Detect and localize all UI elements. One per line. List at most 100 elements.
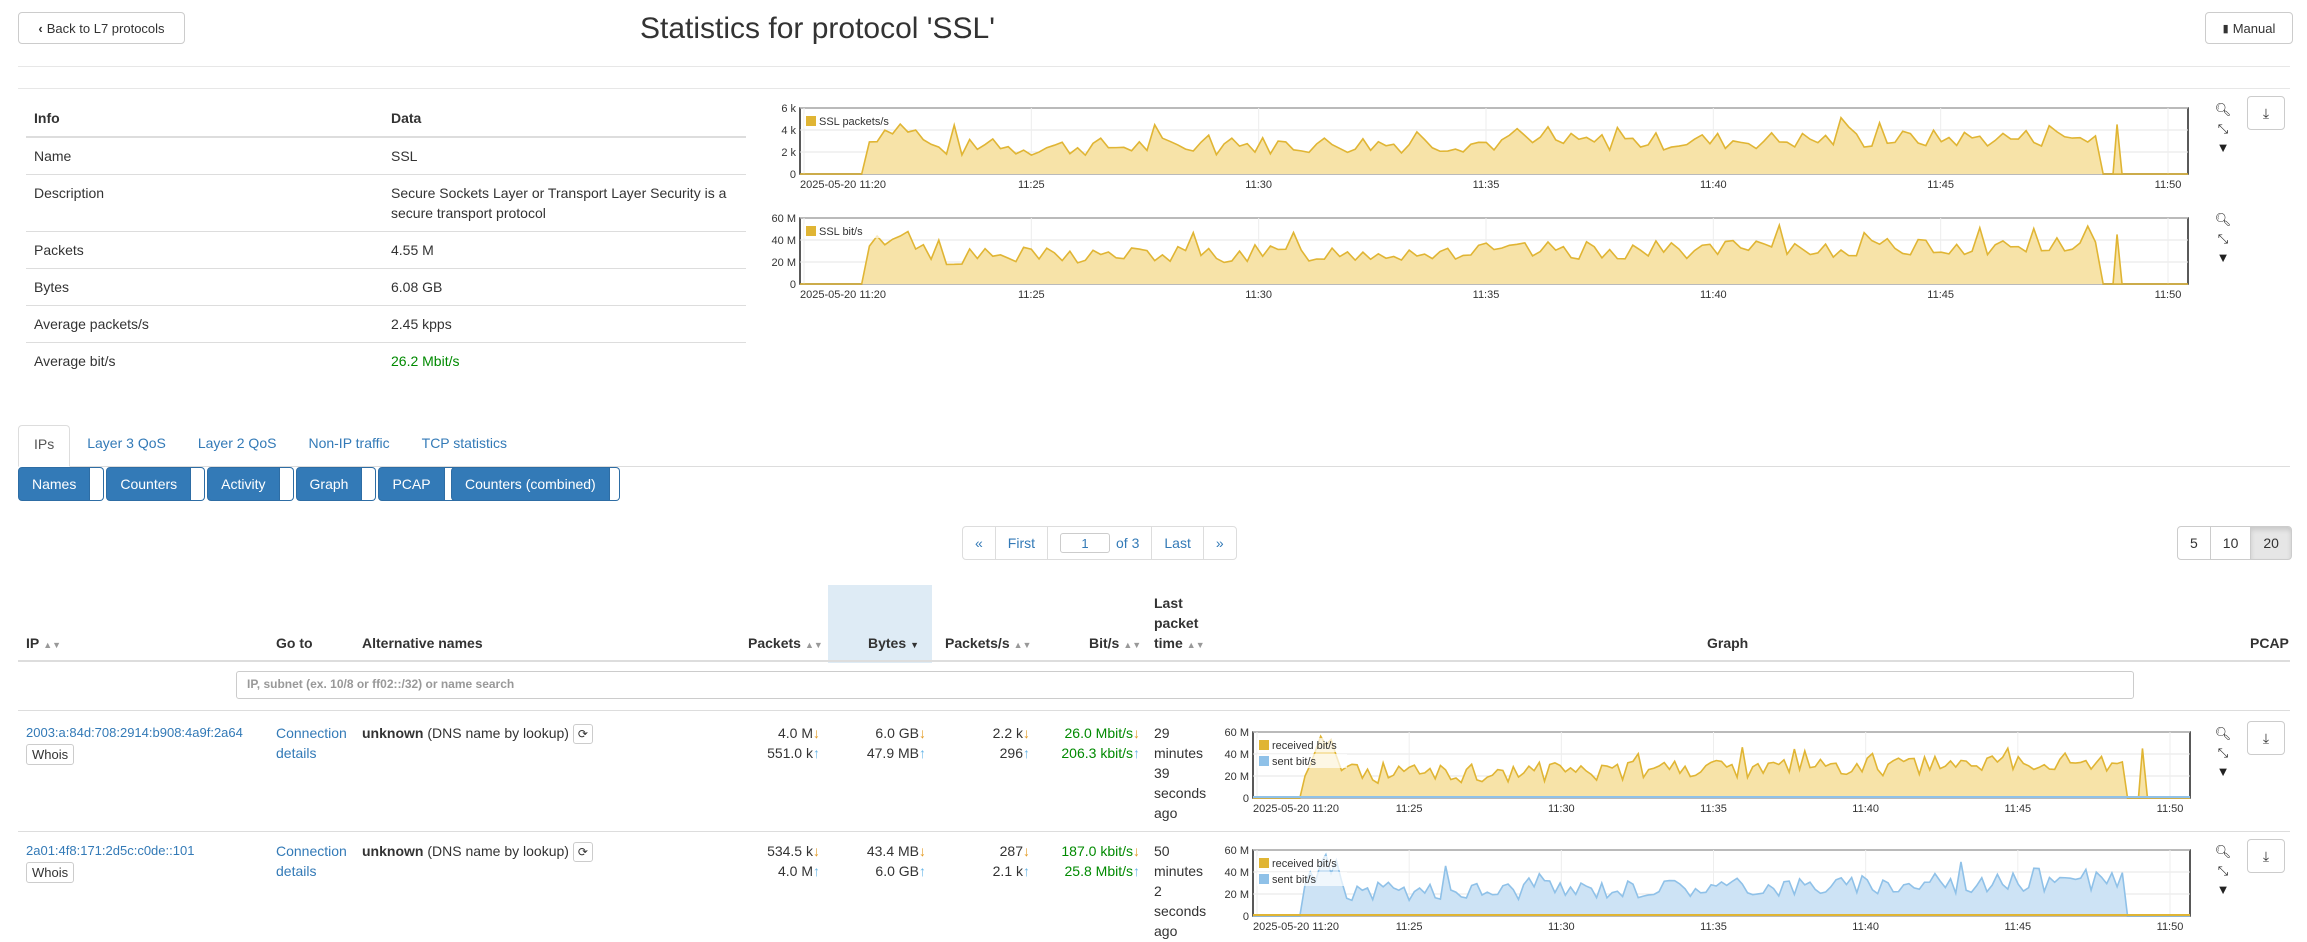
tab-non-ip-traffic[interactable]: Non-IP traffic — [308, 435, 390, 451]
page-size-5[interactable]: 5 — [2177, 526, 2211, 560]
toggle-counters-combined[interactable]: Counters (combined) — [451, 467, 610, 501]
connection-details-link[interactable]: Connection details — [276, 843, 347, 879]
tab-layer3-qos[interactable]: Layer 3 QoS — [87, 435, 166, 451]
caret-down-icon[interactable]: ▼ — [2216, 250, 2230, 265]
toggle-graph[interactable]: Graph — [295, 467, 363, 501]
col-packets-per-sec[interactable]: Packets/s ▲▼ — [945, 635, 1032, 651]
arrow-up-icon: ↑ — [919, 745, 926, 761]
info-header-info: Info — [26, 100, 383, 138]
search-input[interactable]: IP, subnet (ex. 10/8 or ff02::/32) or na… — [236, 671, 2134, 699]
toggle-activity[interactable]: Activity — [207, 467, 280, 501]
host-graph[interactable]: 60 M 40 M 20 M 0 2025-05-20 11:20 11:25 11:30 1… — [1215, 842, 2200, 940]
reset-zoom-icon[interactable]: ⤡ — [2217, 120, 2229, 136]
y-tick-label: 20 M — [772, 257, 796, 269]
pps-value: 2.2 k↓ 296↑ — [992, 725, 1030, 761]
pagination-current: of 3 — [1047, 526, 1153, 560]
manual-button[interactable]: ▮ Manual — [2205, 12, 2293, 44]
x-tick-label: 11:40 — [1852, 803, 1879, 815]
pps-value: 287↓ 2.1 k↑ — [992, 843, 1030, 879]
connection-details-link[interactable]: Connection details — [276, 725, 347, 761]
col-goto: Go to — [276, 635, 313, 651]
x-tick-label: 2025-05-20 11:20 — [1253, 921, 1339, 933]
toggle-counters-check[interactable] — [191, 467, 206, 501]
download-button[interactable]: ⤓ — [2247, 96, 2285, 130]
caret-down-icon[interactable]: ▼ — [2216, 764, 2230, 779]
series-area — [800, 117, 2188, 174]
reset-zoom-icon[interactable]: ⤡ — [2217, 230, 2229, 246]
x-tick-label: 11:35 — [1700, 921, 1727, 933]
info-value: 4.55 M — [383, 231, 746, 269]
zoom-icon[interactable]: 🔍︎ — [2214, 211, 2232, 227]
col-packets[interactable]: Packets ▲▼ — [748, 635, 823, 651]
info-value: Secure Sockets Layer or Transport Layer … — [383, 174, 746, 232]
info-value: 2.45 kpps — [383, 305, 746, 343]
series-line — [1253, 852, 2190, 917]
x-tick-label: 11:25 — [1396, 803, 1423, 815]
zoom-icon[interactable]: 🔍︎ — [2214, 843, 2232, 859]
legend-bg — [804, 114, 894, 128]
tab-ips[interactable]: IPs — [18, 425, 71, 467]
caret-down-icon[interactable]: ▼ — [2216, 882, 2230, 897]
toggle-activity-check[interactable] — [279, 467, 294, 501]
col-bytes[interactable]: Bytes ▼ — [868, 635, 920, 651]
combined-toggle: Counters (combined) — [451, 467, 622, 501]
pagination-last[interactable]: Last — [1151, 526, 1204, 560]
page-size-20[interactable]: 20 — [2250, 526, 2292, 560]
bits-value: 187.0 kbit/s↓ 25.8 Mbit/s↑ — [1061, 843, 1140, 879]
info-header-data: Data — [383, 100, 746, 138]
arrow-up-icon: ↑ — [1023, 745, 1030, 761]
zoom-icon[interactable]: 🔍︎ — [2214, 101, 2232, 117]
download-icon: ⤓ — [2262, 847, 2270, 864]
host-ip-link[interactable]: 2003:a:84d:708:2914:b908:4a9f:2a64 — [26, 725, 243, 740]
back-button[interactable]: ‹ Back to L7 protocols — [18, 12, 185, 44]
legend-label: received bit/s — [1272, 740, 1337, 752]
legend-label: SSL packets/s — [819, 116, 889, 128]
toggle-counters-combined-check[interactable] — [609, 467, 620, 501]
legend-swatch — [1259, 858, 1269, 868]
packets-graph[interactable]: 6 k 4 k 2 k 0 2025-05-20 11:20 11:25 11:30 11:3… — [758, 100, 2198, 198]
refresh-icon[interactable]: ⟳ — [572, 842, 593, 863]
whois-button[interactable]: Whois — [26, 862, 75, 883]
pagination-next[interactable]: » — [1202, 526, 1237, 560]
page-input[interactable] — [1060, 533, 1111, 553]
tab-layer2-qos[interactable]: Layer 2 QoS — [197, 435, 277, 451]
pagination-prev[interactable]: « — [962, 526, 996, 560]
legend-label: sent bit/s — [1272, 874, 1317, 886]
x-tick-label: 11:40 — [1700, 179, 1727, 191]
host-graph[interactable]: 60 M 40 M 20 M 0 2025-05-20 11:20 11:25 11:30 1… — [1215, 724, 2200, 822]
toggle-graph-check[interactable] — [362, 467, 377, 501]
refresh-icon[interactable]: ⟳ — [572, 724, 593, 745]
col-last-packet-time[interactable]: Last packet time ▲▼ — [1154, 595, 1205, 651]
series-area — [1253, 736, 2190, 798]
alt-names: unknown (DNS name by lookup) ⟳ — [362, 723, 593, 745]
y-tick-label: 20 M — [1225, 771, 1249, 783]
host-ip-link[interactable]: 2a01:4f8:171:2d5c:c0de::101 — [26, 843, 195, 858]
reset-zoom-icon[interactable]: ⤡ — [2217, 862, 2229, 878]
arrow-up-icon: ↑ — [813, 863, 820, 879]
toggle-names[interactable]: Names — [18, 467, 91, 501]
legend-bg — [1257, 754, 1347, 768]
reset-zoom-icon[interactable]: ⤡ — [2217, 744, 2229, 760]
whois-button[interactable]: Whois — [26, 744, 75, 765]
series-line — [1253, 734, 2190, 799]
y-tick-label: 6 k — [781, 103, 796, 115]
pcap-download-button[interactable]: ⤓ — [2247, 839, 2285, 873]
col-ip[interactable]: IP ▲▼ — [26, 635, 62, 651]
bits-graph[interactable]: 60 M 40 M 20 M 0 2025-05-20 11:20 11:25 11:30 1… — [758, 210, 2198, 308]
sort-icon: ▲▼ — [1186, 640, 1205, 650]
pagination-first[interactable]: First — [994, 526, 1049, 560]
pcap-download-button[interactable]: ⤓ — [2247, 721, 2285, 755]
toggle-names-check[interactable] — [90, 467, 105, 501]
packets-value: 534.5 k↓ 4.0 M↑ — [767, 843, 820, 879]
legend-label: SSL bit/s — [819, 226, 863, 238]
toggle-counters[interactable]: Counters — [106, 467, 192, 501]
caret-down-icon[interactable]: ▼ — [2216, 140, 2230, 155]
toggle-pcap[interactable]: PCAP — [378, 467, 445, 501]
zoom-icon[interactable]: 🔍︎ — [2214, 725, 2232, 741]
col-bits-per-sec[interactable]: Bit/s ▲▼ — [1089, 635, 1142, 651]
tab-tcp-statistics[interactable]: TCP statistics — [421, 435, 507, 451]
page-size-10[interactable]: 10 — [2209, 526, 2252, 560]
row-divider — [18, 831, 2290, 832]
x-tick-label: 2025-05-20 11:20 — [800, 179, 886, 191]
col-alt-names: Alternative names — [362, 635, 483, 651]
